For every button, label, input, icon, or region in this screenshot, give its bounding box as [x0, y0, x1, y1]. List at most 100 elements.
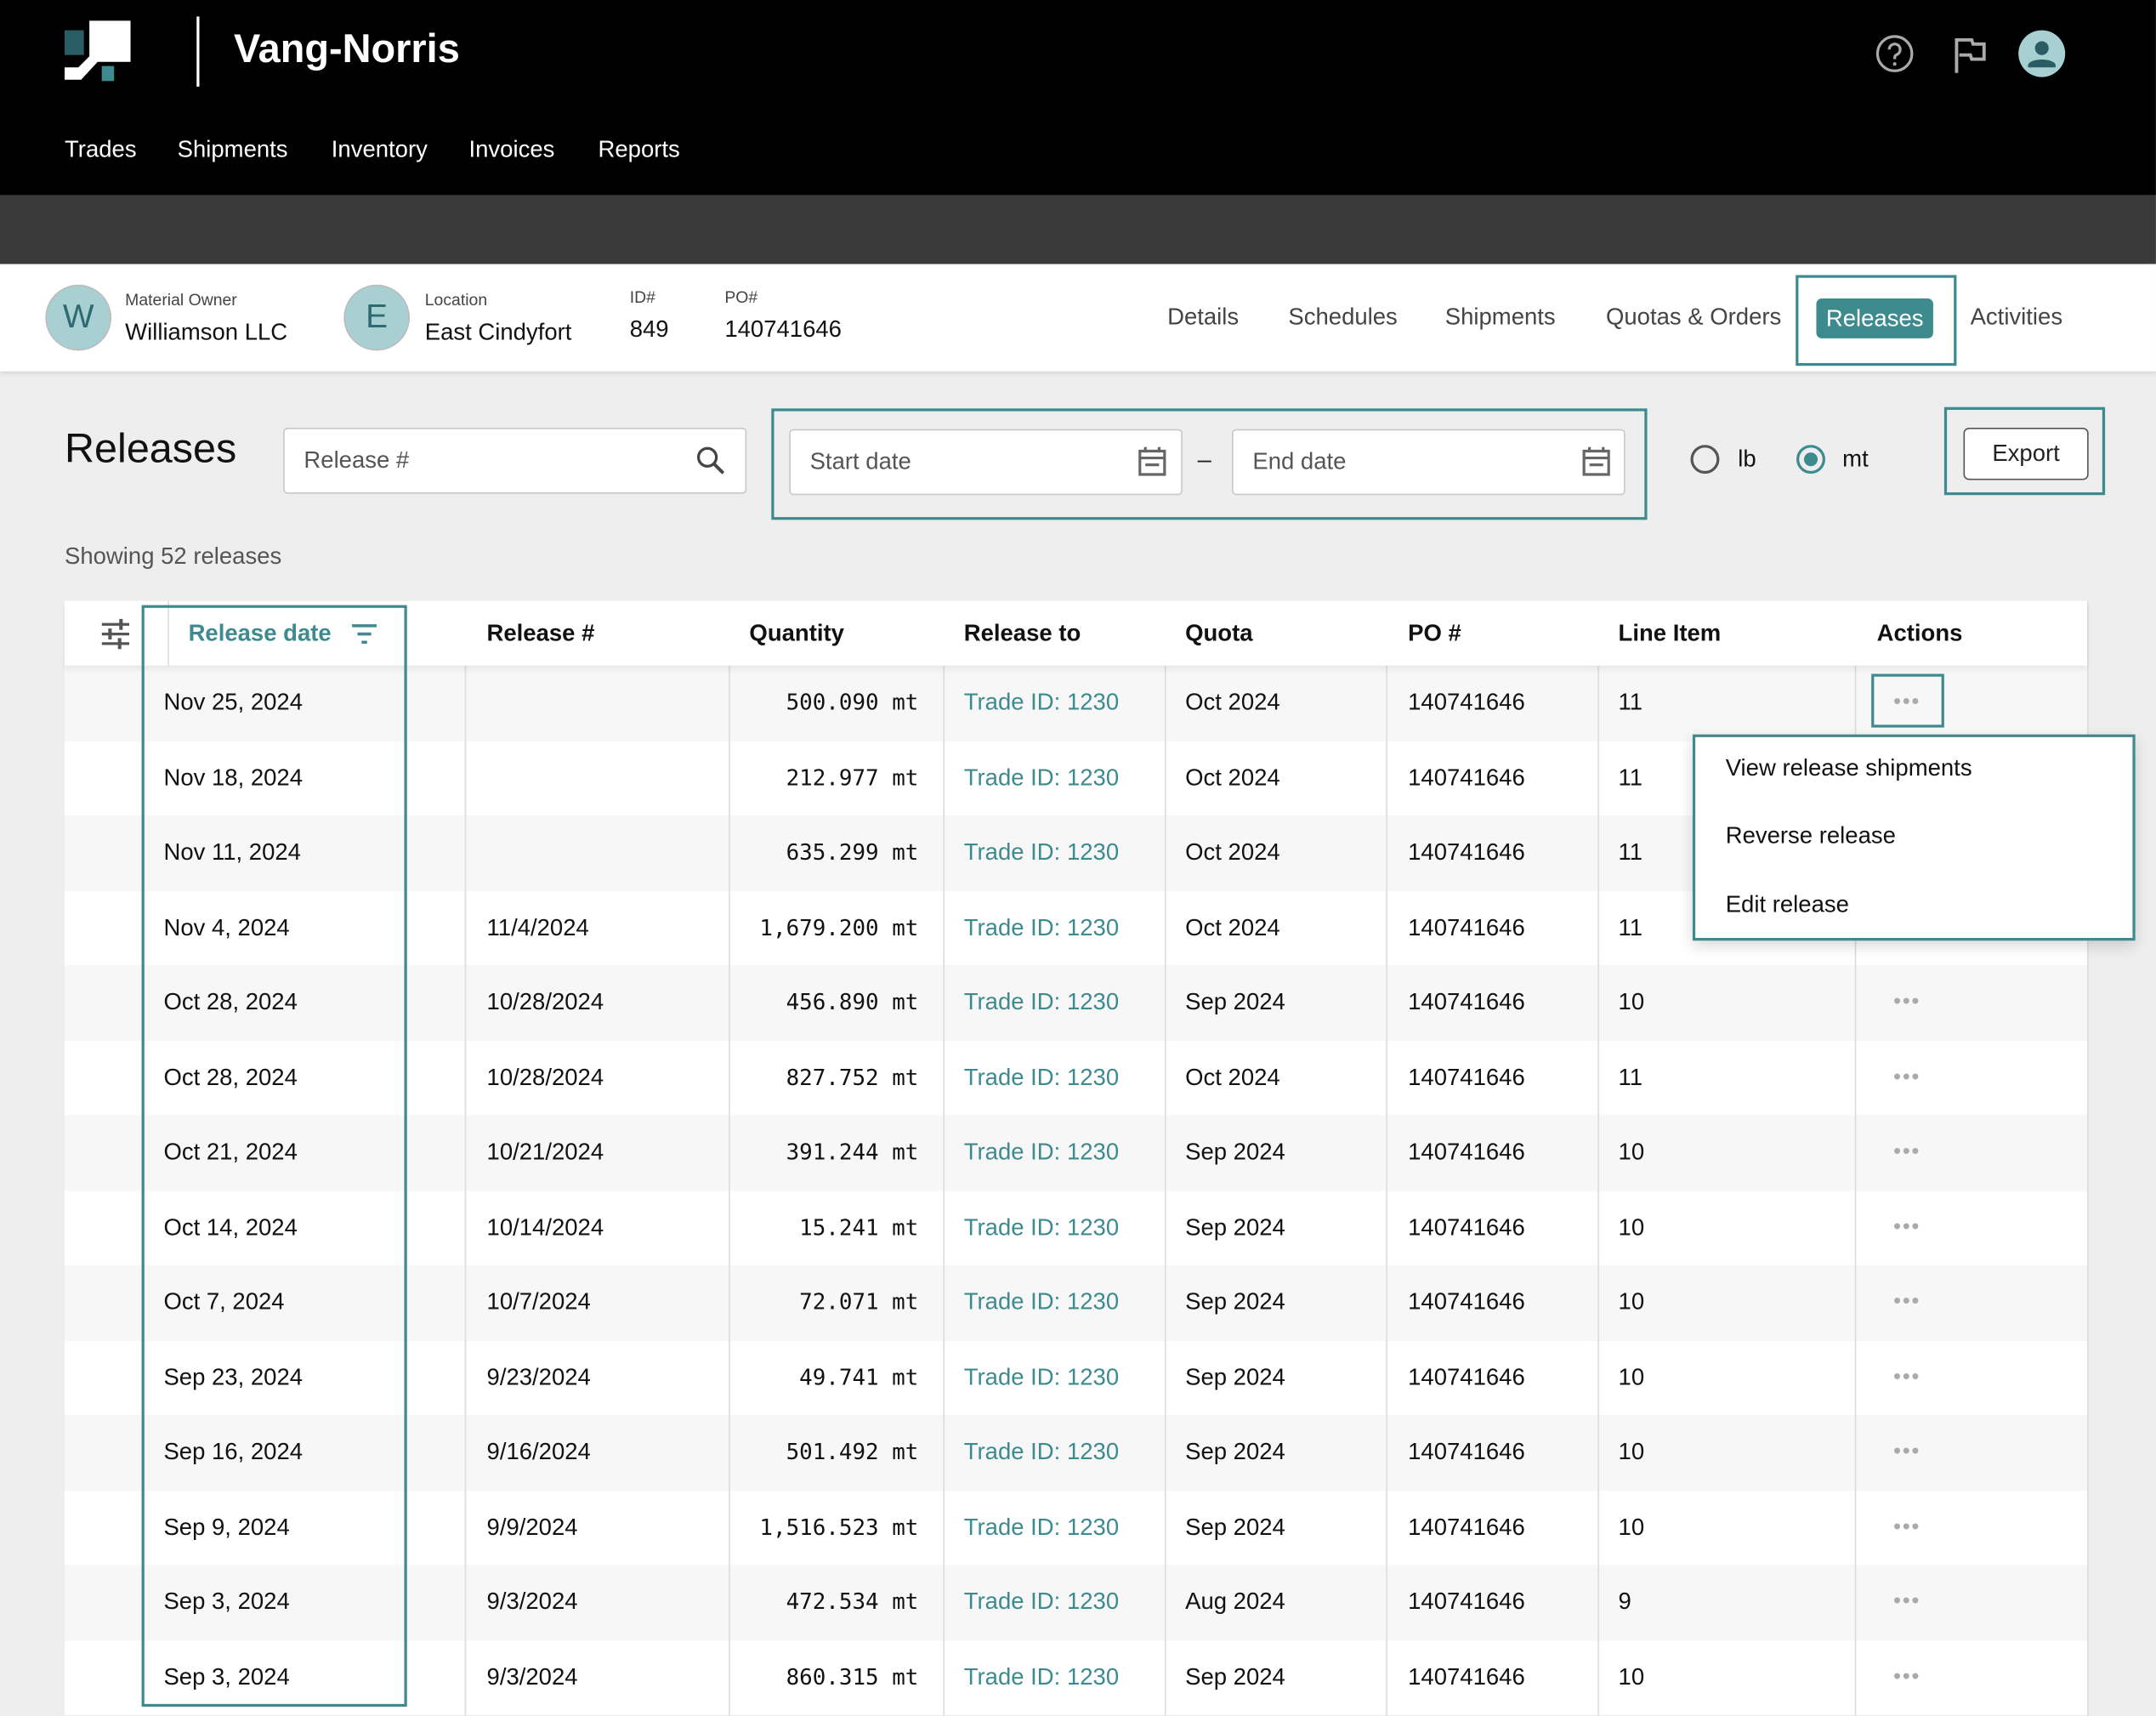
column-divider [1386, 600, 1387, 1716]
help-circle-icon[interactable] [1875, 34, 1914, 72]
column-divider [1164, 600, 1166, 1716]
row-actions-button[interactable]: ••• [1893, 990, 1921, 1014]
cell-quantity: 860.315 mt [786, 1663, 919, 1690]
cell-release-to[interactable]: Trade ID: 1230 [963, 1288, 1120, 1315]
tab-schedules[interactable]: Schedules [1288, 304, 1398, 331]
cell-release-number: 10/28/2024 [486, 988, 604, 1015]
cell-release-to[interactable]: Trade ID: 1230 [963, 1063, 1120, 1090]
tab-shipments[interactable]: Shipments [1444, 304, 1556, 331]
search-placeholder: Release # [304, 446, 410, 474]
header-quota[interactable]: Quota [1185, 620, 1253, 647]
calendar-icon[interactable] [1582, 446, 1610, 478]
cell-line-item: 10 [1618, 1513, 1645, 1540]
row-actions-button[interactable]: ••• [1893, 1365, 1921, 1389]
nav-invoices[interactable]: Invoices [468, 136, 555, 162]
cell-quantity: 212.977 mt [786, 764, 919, 791]
user-avatar-icon[interactable] [2017, 29, 2067, 78]
cell-quota: Sep 2024 [1185, 1213, 1285, 1240]
cell-line-item: 11 [1618, 838, 1643, 866]
tab-releases[interactable]: Releases [1816, 298, 1933, 338]
cell-po-number: 140741646 [1408, 1213, 1525, 1240]
table-row: Oct 28, 2024 10/28/2024 827.752 mt Trade ID… [65, 1040, 2088, 1116]
cell-release-to[interactable]: Trade ID: 1230 [963, 838, 1120, 866]
page-title: Releases [65, 426, 237, 472]
cell-release-date: Nov 18, 2024 [163, 764, 304, 791]
row-actions-button[interactable]: ••• [1893, 1065, 1921, 1089]
row-actions-button[interactable]: ••• [1893, 1514, 1921, 1538]
nav-reports[interactable]: Reports [598, 136, 680, 162]
cell-release-to[interactable]: Trade ID: 1230 [963, 1663, 1120, 1690]
cell-po-number: 140741646 [1408, 764, 1525, 791]
po-label: PO# [724, 287, 758, 307]
row-actions-button[interactable]: ••• [1893, 1664, 1921, 1689]
tab-quotas-orders[interactable]: Quotas & Orders [1606, 304, 1782, 331]
cell-release-number: 9/16/2024 [486, 1438, 591, 1465]
cell-po-number: 140741646 [1408, 1139, 1525, 1165]
end-date-placeholder: End date [1252, 448, 1347, 474]
calendar-icon[interactable] [1138, 446, 1166, 478]
cell-release-to[interactable]: Trade ID: 1230 [963, 988, 1120, 1015]
start-date-input[interactable]: Start date [789, 429, 1183, 496]
cell-quantity: 1,679.200 mt [759, 913, 919, 940]
date-range-highlight [771, 408, 1648, 520]
tab-details[interactable]: Details [1167, 304, 1240, 331]
cell-release-to[interactable]: Trade ID: 1230 [963, 913, 1120, 940]
cell-quota: Oct 2024 [1185, 1063, 1280, 1090]
start-date-placeholder: Start date [809, 448, 911, 474]
cell-quantity: 49.741 mt [799, 1363, 919, 1390]
header-quantity[interactable]: Quantity [749, 620, 844, 647]
nav-shipments[interactable]: Shipments [177, 136, 288, 162]
cell-release-to[interactable]: Trade ID: 1230 [963, 1513, 1120, 1540]
menu-view-release-shipments[interactable]: View release shipments [1725, 754, 1972, 781]
search-icon[interactable] [695, 446, 726, 476]
cell-release-number: 9/9/2024 [486, 1513, 578, 1540]
cell-release-to[interactable]: Trade ID: 1230 [963, 1588, 1120, 1615]
cell-line-item: 10 [1618, 1213, 1645, 1240]
cell-po-number: 140741646 [1408, 1063, 1525, 1090]
cell-quantity: 635.299 mt [786, 838, 919, 866]
end-date-input[interactable]: End date [1232, 429, 1626, 496]
po-value: 140741646 [724, 315, 842, 343]
owner-avatar: W [45, 284, 112, 351]
cell-release-to[interactable]: Trade ID: 1230 [963, 1139, 1120, 1165]
cell-release-to[interactable]: Trade ID: 1230 [963, 1438, 1120, 1465]
filter-icon[interactable] [352, 623, 377, 645]
header-line-item[interactable]: Line Item [1618, 620, 1722, 647]
cell-release-to[interactable]: Trade ID: 1230 [963, 1213, 1120, 1240]
radio-lb[interactable] [1690, 444, 1721, 474]
radio-lb-label: lb [1738, 446, 1756, 472]
row-actions-button[interactable]: ••• [1893, 1290, 1921, 1314]
owner-label: Material Owner [125, 290, 237, 310]
export-button[interactable]: Export [1963, 427, 2089, 480]
id-label: ID# [629, 287, 655, 307]
table-row: Oct 14, 2024 10/14/2024 15.241 mt Trade ID:… [65, 1190, 2088, 1265]
cell-line-item: 9 [1618, 1588, 1631, 1615]
flag-icon[interactable] [1953, 36, 1989, 74]
cell-release-date: Nov 11, 2024 [163, 838, 301, 866]
cell-po-number: 140741646 [1408, 1588, 1525, 1615]
secondary-band [0, 195, 2156, 264]
release-search-input[interactable]: Release # [283, 427, 747, 494]
row-actions-button[interactable]: ••• [1893, 690, 1921, 714]
header-release-date[interactable]: Release date [188, 620, 332, 647]
divider [167, 600, 169, 666]
cell-release-to[interactable]: Trade ID: 1230 [963, 689, 1120, 715]
row-actions-button[interactable]: ••• [1893, 1589, 1921, 1614]
cell-release-to[interactable]: Trade ID: 1230 [963, 764, 1120, 791]
nav-trades[interactable]: Trades [65, 136, 137, 162]
cell-release-to[interactable]: Trade ID: 1230 [963, 1363, 1120, 1390]
row-actions-button[interactable]: ••• [1893, 1214, 1921, 1239]
menu-edit-release[interactable]: Edit release [1725, 891, 1849, 918]
nav-inventory[interactable]: Inventory [331, 136, 428, 162]
column-settings-icon[interactable] [101, 618, 130, 650]
tab-activities[interactable]: Activities [1970, 304, 2063, 331]
cell-release-date: Sep 3, 2024 [163, 1663, 290, 1690]
row-actions-button[interactable]: ••• [1893, 1139, 1921, 1164]
radio-mt[interactable] [1796, 444, 1826, 474]
header-release-to[interactable]: Release to [963, 620, 1081, 647]
actions-menu: View release shipments Reverse release E… [1692, 734, 2136, 941]
row-actions-button[interactable]: ••• [1893, 1440, 1921, 1463]
menu-reverse-release[interactable]: Reverse release [1725, 822, 1896, 849]
header-release-number[interactable]: Release # [486, 620, 595, 647]
header-po[interactable]: PO # [1408, 620, 1461, 647]
